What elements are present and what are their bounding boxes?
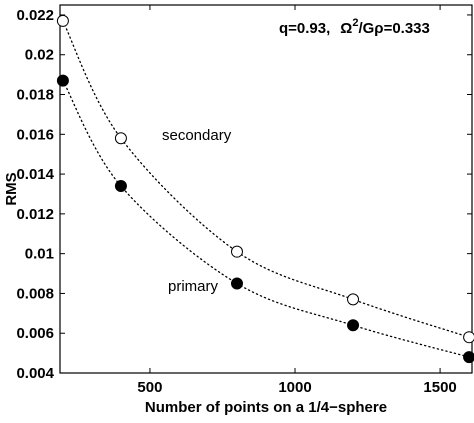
x-axis-label: Number of points on a 1/4−sphere [145,399,387,416]
param-omega: Ω [340,20,352,37]
primary-point [230,277,243,290]
y-tick-label: 0.01 [25,246,54,263]
primary-point [463,351,474,364]
param-omega-sup: 2 [352,17,358,29]
secondary-point [56,14,69,27]
secondary-point [347,293,360,306]
plot-frame [59,4,473,374]
y-tick-label: 0.012 [16,206,54,223]
secondary-point [114,132,127,145]
param-q: q=0.93, [279,20,330,37]
primary-series-label: primary [168,278,219,295]
x-tick-label: 1000 [278,379,311,396]
param-omega-rest: /Gρ=0.333 [358,20,429,37]
y-tick-label: 0.022 [16,7,54,24]
x-tick-label: 1500 [423,379,456,396]
primary-fit-curve [62,79,470,358]
y-axis-label: RMS [3,172,20,205]
y-tick-label: 0.008 [16,285,54,302]
y-tick-label: 0.006 [16,325,54,342]
x-tick-label: 500 [137,379,162,396]
y-tick-label: 0.018 [16,87,54,104]
y-tick-label: 0.014 [16,166,54,183]
series-points [56,14,474,364]
y-tick-label: 0.004 [16,365,54,382]
secondary-fit-curve [62,20,470,338]
primary-point [114,180,127,193]
secondary-point [463,331,474,344]
primary-point [347,319,360,332]
y-tick-label: 0.016 [16,126,54,143]
parameter-annotation: q=0.93, Ω2/Gρ=0.333 [279,17,430,37]
secondary-point [230,245,243,258]
y-tick-label: 0.02 [25,47,54,64]
axis-ticks: 500 1000 1500 0.004 0.006 0.008 0.01 0.012 0.014… [16,5,472,396]
secondary-series-label: secondary [162,127,232,144]
primary-point [56,74,69,87]
